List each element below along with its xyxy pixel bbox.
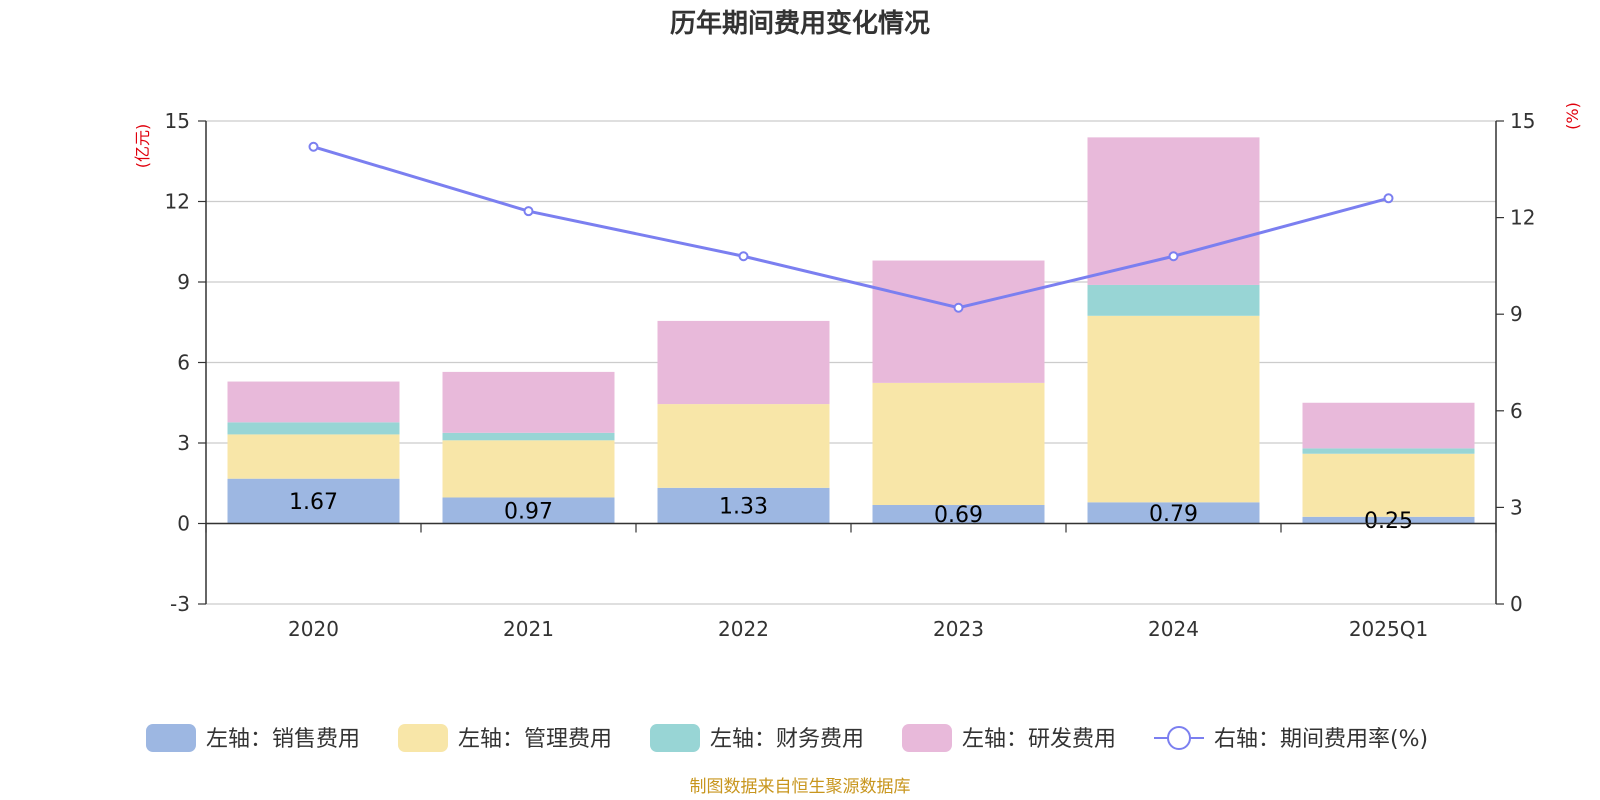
- bar-value-label: 1.67: [289, 490, 338, 515]
- legend: 左轴：销售费用 左轴：管理费用 左轴：财务费用 左轴：研发费用 右轴：期间费用率(%): [146, 724, 1428, 752]
- bar-value-label: 0.79: [1149, 502, 1198, 527]
- legend-swatch: [650, 724, 700, 752]
- right-axis-tick-label: 3: [1510, 495, 1523, 519]
- bar-segment-2: [657, 404, 830, 488]
- axes: -3 0 3 6 9 12 15 0 3 6 9 12 15 2020 2021 2022 2023 2024 20…: [165, 109, 1536, 641]
- x-axis-category-label: 2020: [288, 617, 339, 641]
- bar-segment-3: [442, 432, 615, 441]
- bar-series: [227, 137, 1475, 524]
- bar-segment-1: [442, 497, 615, 524]
- right-axis-tick-label: 15: [1510, 109, 1535, 133]
- rate-line-point: [523, 206, 534, 217]
- legend-label: 右轴：期间费用率(%): [1214, 727, 1428, 752]
- rate-line-point: [1383, 193, 1394, 204]
- bar-segment-3: [227, 422, 400, 435]
- bar-segment-4: [872, 260, 1045, 383]
- legend-label: 左轴：财务费用: [710, 727, 864, 752]
- x-axis-category-label: 2022: [718, 617, 769, 641]
- bar-segment-2: [1087, 315, 1260, 503]
- data-source-note: 制图数据来自恒生聚源数据库: [690, 777, 911, 797]
- bar-segment-2: [442, 440, 615, 498]
- bar-segment-4: [227, 381, 400, 423]
- bar-segment-1: [1087, 502, 1260, 524]
- bar-segment-4: [657, 320, 830, 405]
- bar-segment-4: [1302, 402, 1475, 449]
- rate-line-point: [953, 302, 964, 313]
- bar-segment-2: [872, 382, 1045, 505]
- bar-segment-1: [872, 504, 1045, 524]
- bar-segment-2: [1302, 453, 1475, 517]
- right-axis-unit: (%): [1563, 102, 1582, 130]
- left-axis-tick-label: 12: [165, 190, 190, 214]
- right-axis-tick-label: 0: [1510, 592, 1523, 616]
- x-axis-category-label: 2025Q1: [1349, 617, 1428, 641]
- bar-segment-4: [1087, 137, 1260, 285]
- legend-label: 左轴：研发费用: [962, 727, 1116, 752]
- rate-line-series: [308, 141, 1394, 313]
- right-axis-tick-label: 6: [1510, 399, 1523, 423]
- bar-segment-3: [1302, 448, 1475, 454]
- bar-segment-1: [1302, 516, 1475, 524]
- bar-segment-2: [227, 434, 400, 479]
- bar-value-label: 0.69: [934, 503, 983, 528]
- left-axis-tick-label: 3: [177, 431, 190, 455]
- legend-swatch: [398, 724, 448, 752]
- bar-segment-4: [442, 371, 615, 433]
- left-axis-tick-label: 6: [177, 351, 190, 375]
- legend-swatch: [902, 724, 952, 752]
- legend-label: 左轴：销售费用: [206, 727, 360, 752]
- left-axis-tick-label: 15: [165, 109, 190, 133]
- bar-segment-3: [1087, 284, 1260, 316]
- x-axis-category-label: 2021: [503, 617, 554, 641]
- chart-title: 历年期间费用变化情况: [670, 8, 930, 39]
- legend-line-marker: [1167, 726, 1191, 750]
- bar-segment-1: [657, 487, 830, 524]
- x-axis-category-label: 2023: [933, 617, 984, 641]
- rate-line-point: [308, 141, 319, 152]
- bar-value-label: 1.33: [719, 495, 768, 520]
- x-axis-category-label: 2024: [1148, 617, 1199, 641]
- left-axis-tick-label: 0: [177, 512, 190, 536]
- rate-line-point: [738, 251, 749, 262]
- legend-label: 左轴：管理费用: [458, 727, 612, 752]
- bar-value-label: 0.97: [504, 499, 553, 524]
- bar-value-label: 0.25: [1364, 509, 1413, 534]
- rate-line-point: [1168, 251, 1179, 262]
- legend-swatch: [146, 724, 196, 752]
- left-axis-tick-label: 9: [177, 270, 190, 294]
- bar-segment-1: [227, 478, 400, 524]
- right-axis-tick-label: 12: [1510, 206, 1535, 230]
- left-axis-tick-label: -3: [170, 592, 190, 616]
- rate-line-path: [313, 145, 1389, 310]
- right-axis-tick-label: 9: [1510, 302, 1523, 326]
- left-axis-unit: (亿元): [133, 124, 152, 169]
